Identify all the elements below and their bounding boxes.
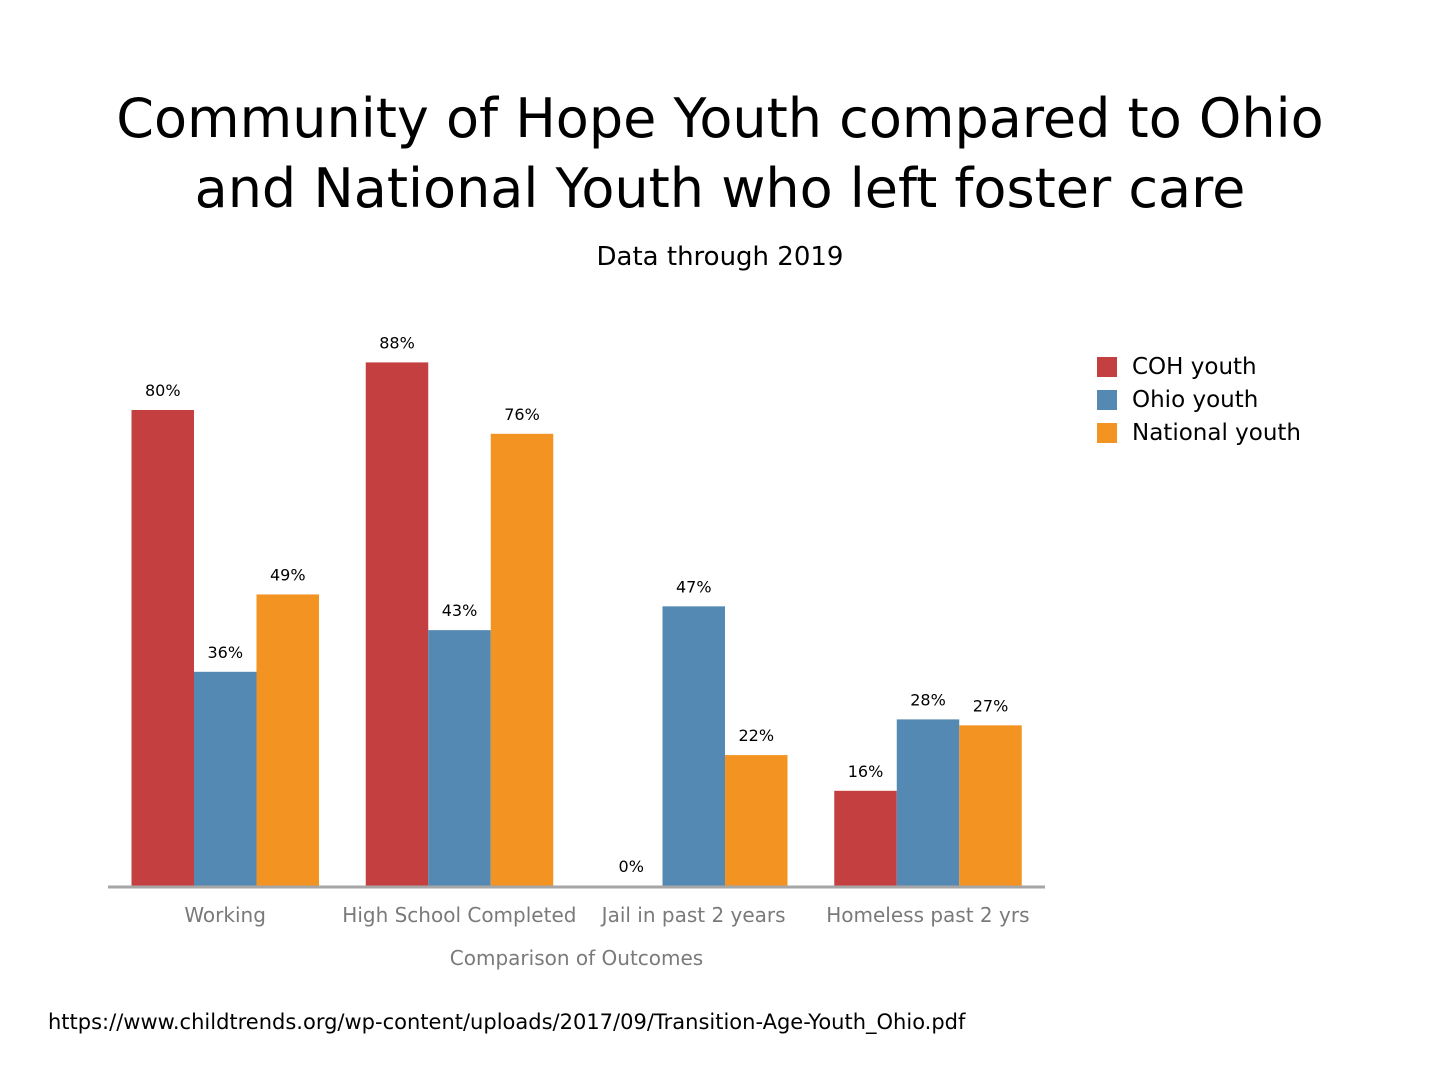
chart-title-line-1: Community of Hope Youth compared to Ohio — [116, 87, 1324, 150]
chart-subtitle: Data through 2019 — [596, 242, 844, 272]
data-label-national-youth-high-school-completed: 76% — [504, 405, 540, 424]
data-label-coh-youth-homeless-past-2-yrs: 16% — [848, 762, 884, 781]
x-tick-label-working: Working — [184, 903, 266, 927]
x-tick-label-jail-in-past-2-years: Jail in past 2 years — [600, 903, 786, 927]
data-label-ohio-youth-high-school-completed: 43% — [442, 601, 478, 620]
data-label-ohio-youth-jail-in-past-2-years: 47% — [676, 577, 712, 596]
x-axis-title: Comparison of Outcomes — [450, 946, 703, 970]
legend-swatch-national-youth — [1097, 422, 1117, 443]
legend-label-ohio-youth: Ohio youth — [1132, 386, 1259, 413]
legend-item-ohio-youth: Ohio youth — [1097, 383, 1301, 416]
data-label-ohio-youth-homeless-past-2-yrs: 28% — [910, 690, 946, 709]
x-tick-label-high-school-completed: High School Completed — [342, 903, 576, 927]
bar-national-youth-homeless-past-2-yrs — [959, 725, 1022, 886]
legend-swatch-coh-youth — [1097, 356, 1117, 377]
bar-national-youth-working — [256, 594, 319, 886]
legend-label-coh-youth: COH youth — [1132, 353, 1257, 380]
legend-label-national-youth: National youth — [1132, 419, 1302, 446]
bar-coh-youth-homeless-past-2-yrs — [834, 790, 897, 886]
legend-swatch-ohio-youth — [1097, 389, 1117, 410]
chart-legend: COH youth Ohio youth National youth — [1097, 350, 1301, 449]
data-label-national-youth-jail-in-past-2-years: 22% — [738, 726, 774, 745]
bar-ohio-youth-high-school-completed — [428, 630, 491, 886]
x-tick-label-homeless-past-2-yrs: Homeless past 2 yrs — [826, 903, 1029, 927]
data-label-coh-youth-working: 80% — [145, 381, 181, 400]
bar-ohio-youth-jail-in-past-2-years — [662, 606, 725, 886]
bar-national-youth-high-school-completed — [490, 433, 554, 886]
data-label-national-youth-working: 49% — [270, 565, 306, 584]
data-label-national-youth-homeless-past-2-yrs: 27% — [973, 696, 1009, 715]
data-label-ohio-youth-working: 36% — [207, 643, 243, 662]
bar-national-youth-jail-in-past-2-years — [725, 755, 788, 886]
legend-item-national-youth: National youth — [1097, 416, 1301, 449]
bar-ohio-youth-homeless-past-2-yrs — [896, 719, 960, 886]
chart-title: Community of Hope Youth compared to Ohio… — [0, 84, 1440, 224]
source-url: https://www.childtrends.org/wp-content/u… — [48, 1010, 966, 1034]
chart-title-line-2: and National Youth who left foster care — [194, 157, 1246, 220]
bar-coh-youth-working — [131, 410, 194, 886]
bar-ohio-youth-working — [194, 671, 257, 886]
data-label-coh-youth-high-school-completed: 88% — [379, 333, 415, 352]
data-label-coh-youth-jail-in-past-2-years: 0% — [619, 857, 644, 876]
bar-coh-youth-high-school-completed — [365, 362, 429, 886]
legend-item-coh-youth: COH youth — [1097, 350, 1301, 383]
